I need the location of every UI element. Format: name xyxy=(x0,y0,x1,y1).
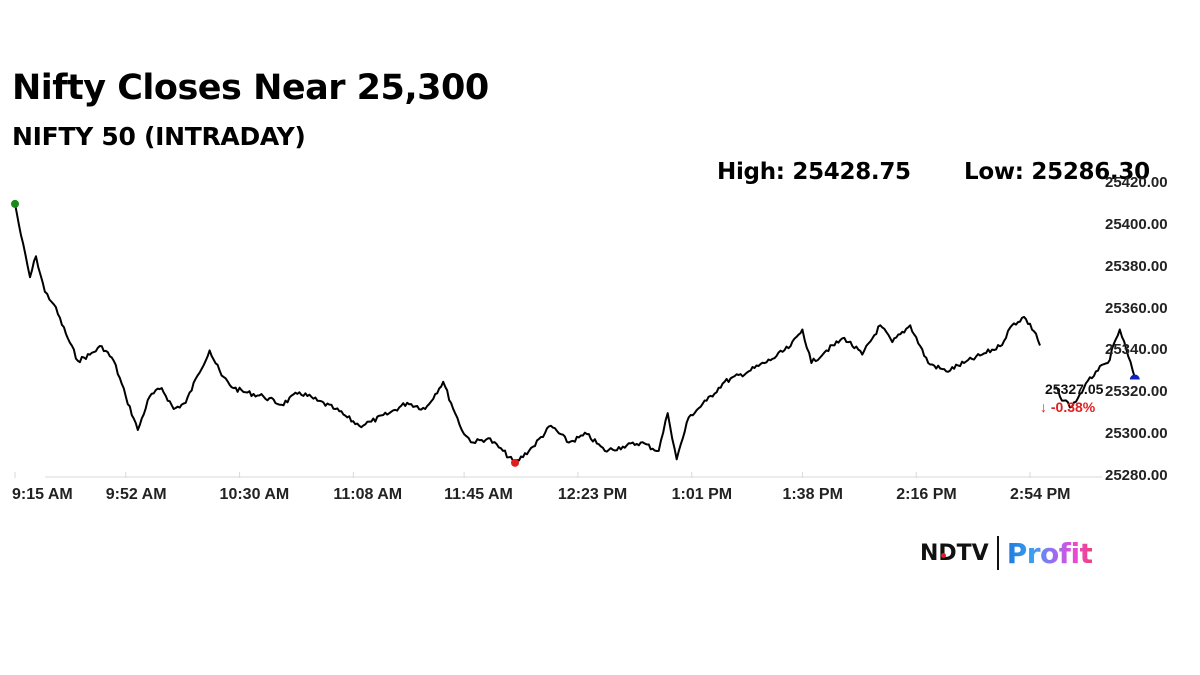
y-tick-label: 25360.00 xyxy=(1105,299,1168,317)
x-tick-label: 1:01 PM xyxy=(671,486,733,503)
last-value-label: 25327.05 xyxy=(1045,381,1104,397)
logo-divider xyxy=(996,536,999,570)
price-line xyxy=(14,203,1136,465)
y-tick-label: 25300.00 xyxy=(1105,425,1168,443)
x-tick-label: 1:38 PM xyxy=(782,486,843,503)
change-badge: ↓ -0.38% xyxy=(1040,399,1095,415)
y-tick-label: 25400.00 xyxy=(1105,215,1168,233)
close-marker xyxy=(1129,374,1140,380)
chart-title: Nifty Closes Near 25,300 xyxy=(12,68,489,108)
day-high-label: High: 25428.75 xyxy=(717,159,911,185)
y-tick-label: 25380.00 xyxy=(1105,257,1168,275)
y-tick-label: 25420.00 xyxy=(1105,174,1168,191)
arrow-down-icon: ↓ xyxy=(1040,399,1047,415)
x-tick-label: 9:15 AM xyxy=(12,486,73,503)
x-tick-label: 2:54 PM xyxy=(1010,486,1071,503)
ndtv-wordmark: NDTV xyxy=(920,540,989,566)
day-low-label: Low: 25286.30 xyxy=(964,159,1150,185)
x-tick-label: 11:08 AM xyxy=(333,486,403,503)
day-low-marker xyxy=(511,458,520,467)
x-tick-label: 10:30 AM xyxy=(219,486,290,503)
chart-subtitle: NIFTY 50 (INTRADAY) xyxy=(12,122,306,151)
y-tick-label: 25320.00 xyxy=(1105,383,1168,401)
x-tick-label: 9:52 AM xyxy=(105,486,167,503)
ndtv-profit-logo: NDTV Profit xyxy=(920,533,1093,573)
x-axis-tick-marks xyxy=(14,472,1031,478)
y-tick-label: 25340.00 xyxy=(1105,341,1168,359)
y-tick-label: 25280.00 xyxy=(1105,467,1168,484)
x-tick-label: 2:16 PM xyxy=(896,486,957,503)
ndtv-red-dot-icon xyxy=(941,552,946,558)
change-percent: -0.38% xyxy=(1050,399,1096,415)
x-tick-label: 11:45 AM xyxy=(444,486,513,503)
open-marker xyxy=(11,199,19,208)
profit-wordmark: Profit xyxy=(1006,536,1093,570)
x-tick-label: 12:23 PM xyxy=(557,486,628,503)
